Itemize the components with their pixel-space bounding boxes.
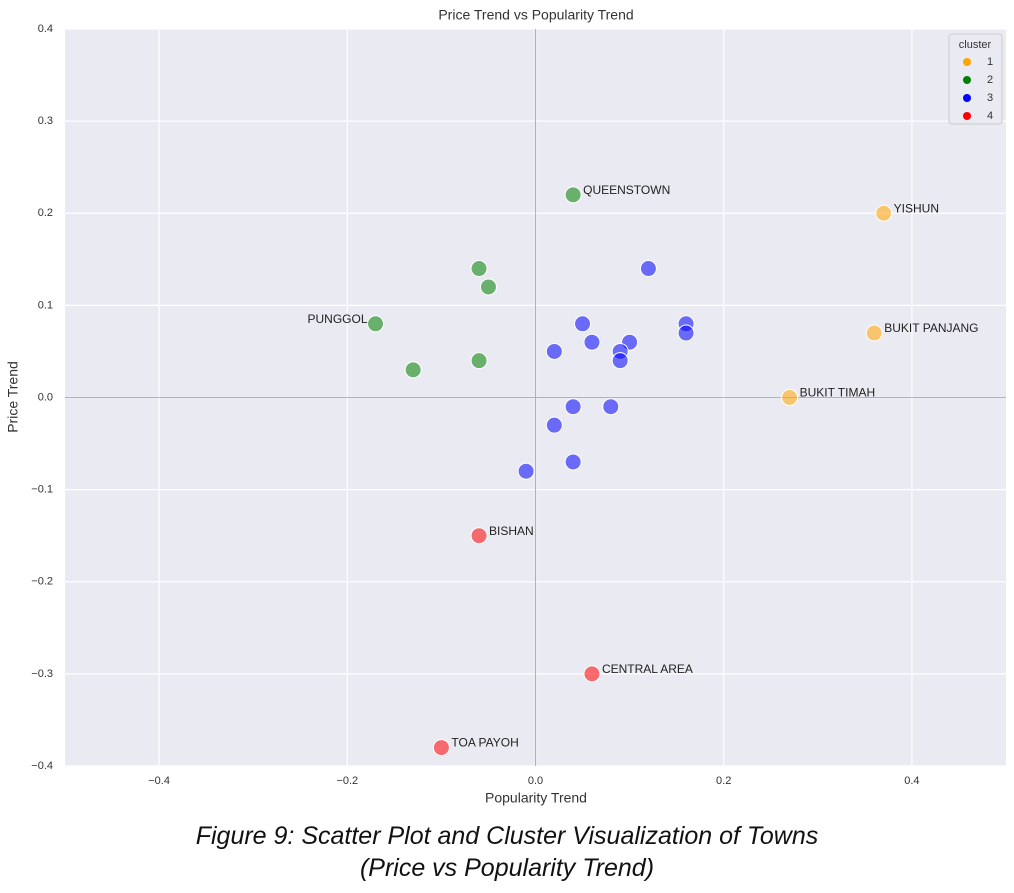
y-tick-label: −0.4 (31, 760, 53, 772)
scatter-point (781, 389, 799, 406)
scatter-point (677, 324, 695, 342)
scatter-point (470, 352, 488, 370)
y-axis-label: Price Trend (5, 361, 21, 433)
scatter-point (545, 416, 563, 434)
scatter-point (470, 527, 488, 545)
x-tick-label: 0.2 (716, 775, 731, 787)
scatter-point (479, 278, 497, 296)
y-tick-label: 0.1 (38, 299, 53, 311)
y-tick-label: −0.3 (31, 668, 53, 680)
point-label: BUKIT TIMAH (800, 386, 876, 400)
scatter-point (564, 186, 582, 204)
legend-label: 4 (987, 110, 993, 122)
legend-label: 1 (987, 56, 993, 68)
scatter-point (875, 204, 893, 222)
x-tick-label: 0.0 (528, 775, 543, 787)
legend-label: 2 (987, 74, 993, 86)
scatter-point (367, 315, 385, 333)
chart: Price Trend vs Popularity Trend Populari… (5, 7, 1006, 806)
point-label: CENTRAL AREA (602, 662, 693, 676)
scatter-point (583, 333, 601, 351)
legend-box (948, 33, 1003, 125)
scatter-point (545, 342, 563, 360)
scatter-point (564, 453, 582, 471)
caption: Figure 9: Scatter Plot and Cluster Visua… (195, 822, 819, 850)
caption: (Price vs Popularity Trend) (359, 854, 655, 882)
point-label: YISHUN (894, 201, 939, 215)
point-label: BISHAN (489, 524, 534, 538)
y-tick-label: 0.2 (38, 207, 53, 219)
legend-marker (963, 94, 971, 102)
scatter-point (470, 260, 488, 278)
y-tick-label: −0.1 (31, 484, 53, 496)
scatter-point (602, 398, 620, 416)
chart-title: Price Trend vs Popularity Trend (438, 7, 633, 23)
x-axis-label: Popularity Trend (485, 790, 587, 806)
legend-label: 3 (987, 92, 993, 104)
x-tick-label: −0.4 (148, 775, 170, 787)
scatter-point (574, 315, 592, 333)
legend-marker (963, 58, 971, 66)
scatter-point (404, 361, 422, 379)
x-tick-label: −0.2 (336, 775, 358, 787)
legend-marker (963, 76, 971, 84)
x-tick-label: 0.4 (904, 775, 919, 787)
y-tick-label: 0.4 (38, 23, 53, 35)
scatter-point (611, 352, 629, 370)
scatter-point (639, 260, 657, 278)
scatter-point (517, 462, 535, 480)
y-tick-label: 0.3 (38, 115, 53, 127)
point-label: BUKIT PANJANG (884, 321, 978, 335)
y-tick-label: 0.0 (38, 391, 53, 403)
point-label: PUNGGOL (308, 312, 368, 326)
legend-title: cluster (959, 39, 992, 51)
y-tick-label: −0.2 (31, 576, 53, 588)
scatter-point (865, 324, 883, 342)
point-label: TOA PAYOH (451, 736, 518, 750)
legend-marker (963, 112, 971, 120)
scatter-point (432, 739, 450, 757)
scatter-point (583, 665, 601, 683)
point-label: QUEENSTOWN (583, 183, 670, 197)
scatter-point (564, 398, 582, 416)
